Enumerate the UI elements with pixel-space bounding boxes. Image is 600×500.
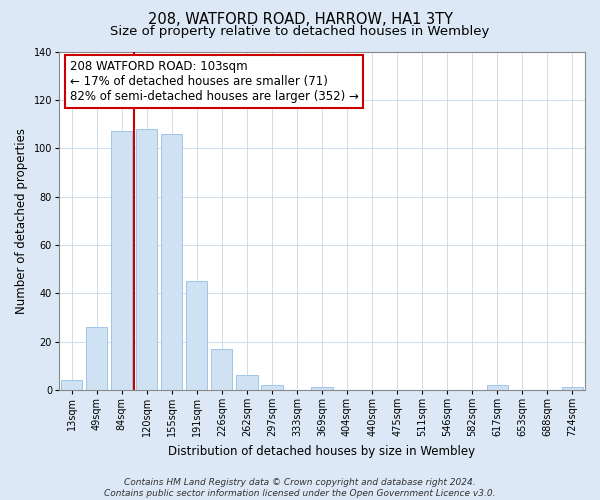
Text: Size of property relative to detached houses in Wembley: Size of property relative to detached ho…	[110, 25, 490, 38]
Bar	[186, 281, 208, 390]
Bar	[261, 385, 283, 390]
Text: 208, WATFORD ROAD, HARROW, HA1 3TY: 208, WATFORD ROAD, HARROW, HA1 3TY	[148, 12, 452, 28]
Bar	[487, 385, 508, 390]
Bar	[562, 388, 583, 390]
Bar	[236, 376, 257, 390]
Bar	[86, 327, 107, 390]
Text: Contains HM Land Registry data © Crown copyright and database right 2024.
Contai: Contains HM Land Registry data © Crown c…	[104, 478, 496, 498]
Bar	[211, 349, 232, 390]
Text: 208 WATFORD ROAD: 103sqm
← 17% of detached houses are smaller (71)
82% of semi-d: 208 WATFORD ROAD: 103sqm ← 17% of detach…	[70, 60, 358, 103]
X-axis label: Distribution of detached houses by size in Wembley: Distribution of detached houses by size …	[169, 444, 476, 458]
Bar	[61, 380, 82, 390]
Bar	[136, 129, 157, 390]
Bar	[311, 388, 332, 390]
Y-axis label: Number of detached properties: Number of detached properties	[15, 128, 28, 314]
Bar	[111, 132, 132, 390]
Bar	[161, 134, 182, 390]
